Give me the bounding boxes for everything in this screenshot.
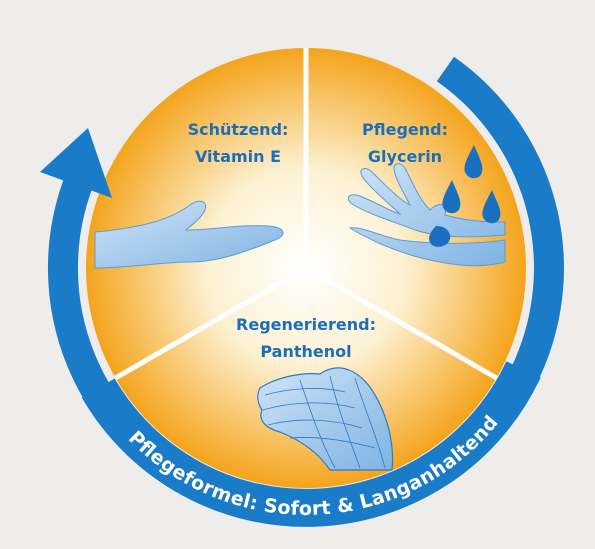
segment-subtitle: Vitamin E [195, 147, 281, 166]
segment-title: Schützend: [188, 120, 289, 139]
segment-title: Regenerierend: [236, 315, 376, 334]
segment-subtitle: Glycerin [368, 147, 442, 166]
segment-subtitle: Panthenol [260, 342, 351, 361]
page: Schützend: Vitamin E Pflegend: Glycerin … [0, 0, 595, 549]
segment-title: Pflegend: [362, 120, 448, 139]
diagram: Schützend: Vitamin E Pflegend: Glycerin … [0, 0, 595, 549]
